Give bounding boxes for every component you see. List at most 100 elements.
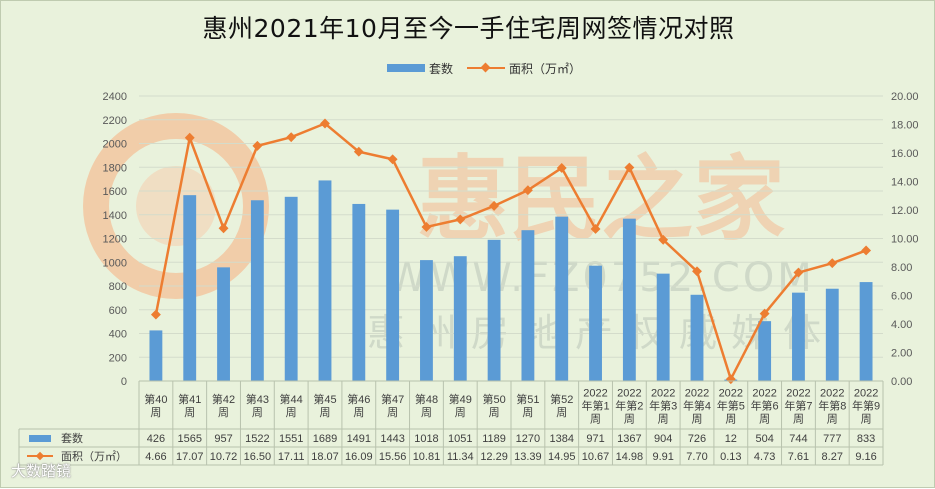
table-cell-area: 0.13 [720, 451, 741, 463]
x-tick-label: 周 [150, 406, 161, 419]
x-tick-label: 年第4 [683, 399, 711, 413]
x-tick-label: 周 [421, 406, 432, 419]
line-point-marker [793, 267, 804, 278]
table-cell-units: 744 [789, 433, 807, 445]
y-left-tick-label: 800 [109, 281, 127, 293]
x-tick-label: 第49 [449, 392, 472, 406]
bar-series [149, 180, 873, 381]
table-cell-area: 15.56 [379, 451, 407, 463]
bar [250, 200, 264, 381]
bar [690, 294, 704, 381]
y-left-tick-label: 1600 [103, 186, 127, 198]
line-point-marker [353, 146, 364, 157]
table-cell-area: 10.72 [210, 451, 238, 463]
table-cell-area: 17.11 [278, 451, 305, 463]
legend-label-area: 面积（万㎡） [509, 61, 582, 76]
x-tick-label: 2022 [820, 388, 844, 400]
legend-bar-swatch [387, 64, 425, 72]
x-tick-label: 2022 [583, 388, 607, 400]
bar [487, 239, 501, 381]
x-tick-label: 2022 [651, 388, 675, 400]
table-cell-units: 777 [823, 433, 841, 445]
table-cell-area: 12.29 [480, 451, 508, 463]
x-tick-label: 周 [725, 413, 736, 426]
table-cell-units: 833 [857, 433, 875, 445]
y-left-tick-label: 1800 [103, 162, 127, 174]
table-cell-units: 426 [147, 433, 165, 445]
line-point-marker [759, 308, 770, 319]
x-tick-label: 年第7 [784, 399, 812, 413]
legend: 套数 面积（万㎡） [387, 59, 581, 77]
y-right-tick-label: 2.00 [891, 348, 912, 360]
line-point-marker [421, 222, 432, 232]
table-cell-area: 7.61 [788, 451, 809, 463]
x-tick-label: 周 [556, 406, 567, 419]
x-tick-label: 年第8 [818, 399, 846, 413]
x-tick-label: 周 [320, 406, 331, 419]
table-cell-area: 10.67 [582, 451, 610, 463]
x-tick-label: 第46 [347, 392, 370, 406]
bar [589, 265, 602, 381]
line-series [150, 118, 872, 385]
x-tick-label: 年第2 [615, 399, 643, 413]
x-tick-label: 年第6 [751, 399, 779, 413]
x-tick-label: 第44 [280, 392, 303, 406]
x-tick-label: 周 [218, 406, 229, 419]
x-tick-label: 第45 [313, 392, 336, 406]
table-key-bar [29, 435, 51, 442]
x-tick-label: 2022 [719, 388, 743, 400]
x-tick-label: 周 [455, 406, 466, 419]
y-right-tick-label: 6.00 [891, 291, 912, 303]
bar [386, 209, 400, 381]
x-tick-label: 周 [861, 413, 872, 426]
line-point-marker [658, 234, 669, 245]
y-right-tick-label: 16.00 [891, 148, 919, 160]
table-row-label: 面积（万㎡） [61, 450, 127, 463]
data-table: 第40周第41周第42周第43周第44周第45周第46周第47周第48周第49周… [18, 380, 884, 466]
table-cell-area: 17.07 [176, 451, 204, 463]
line-point-marker [218, 223, 229, 234]
bar [656, 273, 670, 381]
line-point-marker [184, 132, 195, 143]
x-tick-label: 周 [286, 406, 297, 419]
table-cell-units: 1491 [347, 433, 371, 445]
table-cell-area: 9.91 [652, 451, 673, 463]
y-right-tick-label: 20.00 [891, 91, 919, 103]
right-axis: 0.00 2.00 4.00 6.00 8.00 10.00 12.00 14.00 16.00… [891, 91, 919, 388]
bar [453, 256, 467, 381]
x-tick-label: 第52 [550, 392, 573, 406]
table-cell-units: 1522 [245, 433, 269, 445]
y-left-tick-label: 2400 [103, 91, 127, 103]
y-right-tick-label: 18.00 [891, 120, 919, 132]
line-point-marker [522, 185, 533, 196]
line-point-marker [252, 140, 263, 151]
line-point-marker [590, 224, 601, 234]
table-row-label: 套数 [61, 432, 83, 445]
table-cell-area: 4.73 [754, 451, 775, 463]
table-cell-area: 18.07 [311, 451, 339, 463]
table-cell-units: 1565 [177, 433, 201, 445]
y-right-tick-label: 8.00 [891, 262, 912, 274]
x-tick-label: 第51 [516, 392, 539, 406]
table-cell-area: 13.39 [514, 451, 542, 463]
bar [758, 321, 772, 381]
left-axis: 0 200 400 600 800 1000 1200 1400 1600 1800 2000 220… [103, 91, 127, 388]
table-cell-area: 9.16 [855, 451, 876, 463]
table-cell-area: 8.27 [822, 451, 843, 463]
x-tick-label: 周 [252, 406, 263, 419]
x-tick-label: 周 [590, 413, 601, 426]
table-cell-units: 1551 [279, 433, 303, 445]
area-line [154, 122, 867, 383]
x-tick-label: 周 [624, 413, 635, 426]
x-tick-label: 第47 [381, 392, 404, 406]
x-tick-label: 2022 [786, 388, 810, 400]
table-cell-area: 14.98 [616, 451, 644, 463]
x-tick-label: 第40 [144, 392, 167, 406]
table-cell-units: 957 [214, 433, 232, 445]
bar [183, 195, 197, 381]
x-tick-label: 周 [759, 413, 770, 426]
y-right-tick-label: 10.00 [891, 234, 919, 246]
x-tick-label: 年第9 [852, 399, 880, 413]
